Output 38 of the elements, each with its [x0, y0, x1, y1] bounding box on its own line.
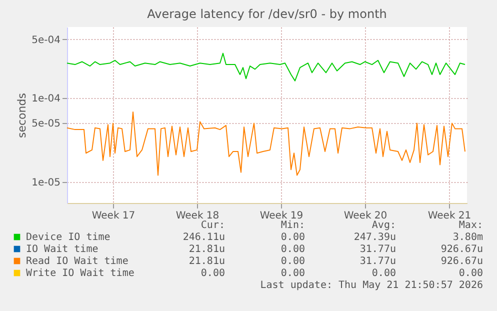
text: 0.00 — [200, 268, 225, 279]
text: 31.77u — [360, 256, 396, 267]
text: Last update: Thu May 21 21:50:57 2026 — [260, 280, 483, 291]
text: 0.00 — [372, 268, 396, 279]
legend-label: IO Wait time — [26, 244, 98, 255]
text: 31.77u — [360, 244, 396, 255]
text: 0.00 — [280, 256, 305, 267]
text: 926.67u — [440, 256, 483, 267]
y-tick-label: 1e-05 — [32, 177, 60, 188]
text: Max: — [458, 220, 483, 231]
x-tick-label: Week 21 — [428, 210, 472, 222]
chart-title: Average latency for /dev/sr0 - by month — [147, 7, 387, 21]
y-tick-label: 1e-04 — [32, 93, 60, 104]
legend-label: Read IO Wait time — [26, 256, 128, 267]
text: 246.11u — [182, 232, 225, 243]
text: 3.80m — [452, 232, 483, 243]
x-tick-label: Week 17 — [92, 210, 136, 222]
y-tick-label: 5e-05 — [32, 118, 60, 130]
x-tick-label: Week 20 — [344, 210, 388, 222]
legend-label: Write IO Wait time — [26, 268, 134, 279]
x-tick-label: Week 18 — [176, 210, 220, 222]
line-series — [66, 52, 466, 82]
y-tick-label: 5e-04 — [32, 34, 60, 46]
text: 21.81u — [188, 256, 225, 267]
text: 21.81u — [188, 244, 225, 255]
text: Cur: — [200, 220, 225, 231]
text: 926.67u — [440, 244, 483, 255]
text: 0.00 — [280, 244, 305, 255]
y-axis-title: seconds — [16, 92, 29, 138]
text: Min: — [280, 220, 305, 231]
text: 0.00 — [458, 268, 483, 279]
text: 247.39u — [354, 232, 396, 243]
text: 0.00 — [280, 232, 305, 243]
text: 0.00 — [280, 268, 305, 279]
x-tick-label: Week 19 — [260, 210, 304, 222]
legend-label: Device IO time — [26, 232, 110, 243]
text: Avg: — [372, 220, 396, 231]
line-series — [66, 111, 466, 176]
